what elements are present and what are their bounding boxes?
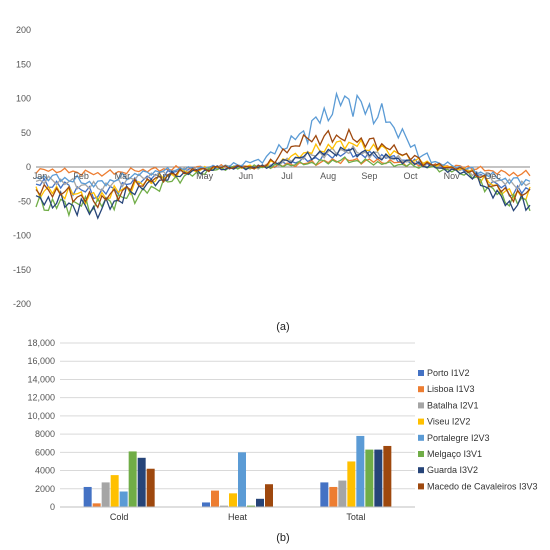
bar-batalha-i2v1-cold	[101, 482, 110, 507]
bar-portalegre-i2v3-cold	[119, 491, 128, 507]
legend-label-portalegre-i2v3: Portalegre I2V3	[427, 433, 490, 443]
bar-batalha-i2v1-total	[338, 480, 347, 507]
y-tick-label: -50	[18, 196, 31, 206]
panel-b-label: (b)	[276, 532, 289, 544]
category-label: Total	[346, 512, 365, 522]
legend-swatch-portalegre-i2v3	[418, 434, 424, 441]
bar-guarda-i3v2-heat	[256, 498, 264, 507]
bar-macedo-de-cavaleiros-i3v3-total	[383, 445, 392, 507]
bar-viseu-i2v2-heat	[229, 493, 237, 507]
y-tick-label: 50	[21, 128, 31, 138]
bar-lisboa-i1v3-heat	[211, 490, 219, 507]
y-tick-label: 150	[16, 59, 31, 69]
bar-melgaco-i3v1-cold	[128, 451, 137, 507]
bar-lisboa-i1v3-total	[329, 486, 338, 507]
legend-swatch-lisboa-i1v3	[418, 386, 424, 393]
bar-porto-i1v2-heat	[202, 502, 210, 507]
x-tick-label: Aug	[320, 171, 336, 181]
category-label: Cold	[110, 512, 129, 522]
y-tick-label: 12,000	[27, 393, 55, 403]
legend-label-batalha-i2v1: Batalha I2V1	[427, 400, 479, 410]
x-tick-label: Mar	[115, 171, 131, 181]
series-line-guarda-i3v2	[35, 146, 531, 220]
x-tick-label: Dec	[485, 171, 502, 181]
y-tick-label: 18,000	[27, 338, 55, 348]
bar-macedo-de-cavaleiros-i3v3-cold	[146, 468, 155, 507]
bar-portalegre-i2v3-total	[356, 435, 365, 507]
y-tick-label: 200	[16, 25, 31, 35]
bar-viseu-i2v2-cold	[110, 475, 119, 507]
legend-swatch-porto-i1v2	[418, 370, 424, 376]
legend-label-porto-i1v2: Porto I1V2	[427, 368, 470, 378]
y-tick-label: 0	[26, 162, 31, 172]
legend-swatch-macedo-de-cavaleiros-i3v3	[418, 483, 424, 490]
legend-swatch-viseu-i2v2	[418, 418, 424, 425]
series-line-macedo-de-cavaleiros-i3v3	[35, 127, 531, 209]
bar-guarda-i3v2-total	[374, 449, 383, 507]
bar-portalegre-i2v3-heat	[238, 452, 246, 507]
legend-label-guarda-i3v2: Guarda I3V2	[427, 465, 478, 475]
x-tick-label: Feb	[73, 171, 89, 181]
legend-label-lisboa-i1v3: Lisboa I1V3	[427, 384, 475, 394]
bar-chart: 0 2000 4000 6000 8000 10,000 12,000 14,000 16,00…	[27, 338, 537, 522]
bar-macedo-de-cavaleiros-i3v3-heat	[265, 484, 273, 507]
bar-viseu-i2v2-total	[347, 461, 356, 507]
y-tick-label: 4000	[35, 466, 55, 476]
x-tick-label: Jun	[239, 171, 254, 181]
x-tick-label: Oct	[403, 171, 418, 181]
legend-swatch-melgaco-i3v1	[418, 451, 424, 457]
x-tick-label: Jan	[33, 171, 48, 181]
y-tick-label: 100	[16, 94, 31, 104]
legend-swatch-batalha-i2v1	[418, 402, 424, 409]
y-tick-label: 16,000	[27, 356, 55, 366]
x-tick-label: Apr	[156, 171, 170, 181]
series-line-melgaco-i3v1	[35, 156, 531, 218]
bar-porto-i1v2-cold	[83, 486, 92, 507]
y-tick-label: 8000	[35, 429, 55, 439]
bar-porto-i1v2-total	[320, 482, 329, 507]
y-tick-label: -150	[13, 265, 31, 275]
bar-batalha-i2v1-heat	[220, 505, 228, 507]
y-tick-label: 2000	[35, 484, 55, 494]
y-tick-label: -200	[13, 299, 31, 309]
legend-label-viseu-i2v2: Viseu I2V2	[427, 417, 470, 427]
category-label: Heat	[228, 512, 248, 522]
x-tick-label: Sep	[361, 171, 377, 181]
y-tick-label: 10,000	[27, 411, 55, 421]
legend-label-melgaco-i3v1: Melgaço I3V1	[427, 449, 482, 459]
panel-a-label: (a)	[276, 321, 289, 333]
bar-guarda-i3v2-cold	[137, 457, 146, 507]
line-chart: -200 -150 -100 -50 0 50 100 150 200 Jan Feb Mar Apr M…	[13, 25, 531, 309]
bar-melgaco-i3v1-total	[365, 449, 374, 507]
legend-label-macedo-de-cavaleiros-i3v3: Macedo de Cavaleiros I3V3	[427, 481, 538, 491]
x-tick-label: Jul	[281, 171, 293, 181]
x-tick-label: Nov	[444, 171, 461, 181]
y-tick-label: 14,000	[27, 374, 55, 384]
x-tick-label: May	[196, 171, 214, 181]
bar-lisboa-i1v3-cold	[92, 503, 101, 507]
legend-swatch-guarda-i3v2	[418, 467, 424, 474]
y-tick-label: -100	[13, 231, 31, 241]
y-tick-label: 6000	[35, 447, 55, 457]
bar-melgaco-i3v1-heat	[247, 505, 255, 507]
y-tick-label: 0	[50, 502, 55, 512]
